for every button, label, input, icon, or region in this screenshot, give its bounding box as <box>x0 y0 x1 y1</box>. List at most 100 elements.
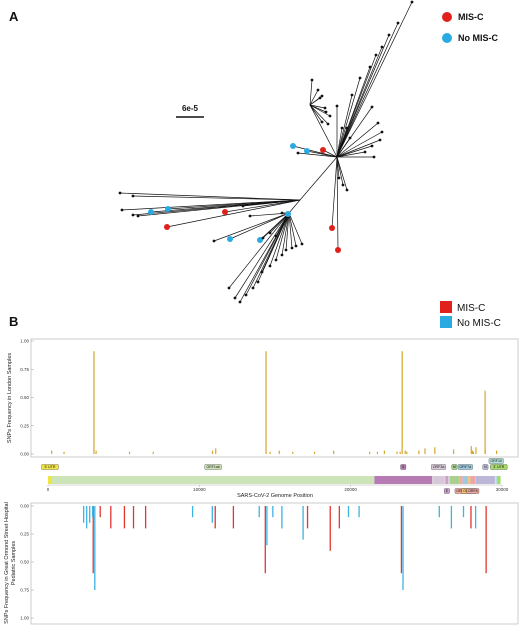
top-bar <box>452 449 455 454</box>
bottom-bar-mis-c <box>329 506 331 551</box>
tree-tip <box>320 120 324 124</box>
tree-branches <box>119 1 413 303</box>
tree-tip-mis-c <box>329 225 335 231</box>
tree-tip <box>251 286 255 290</box>
gene-label-box <box>457 464 473 470</box>
gene-block <box>459 476 463 484</box>
tree-branch <box>336 77 361 158</box>
gene-label-box <box>482 464 489 470</box>
top-bar <box>211 450 214 454</box>
tree-tip <box>274 234 278 238</box>
tree-tip-mis-c <box>335 247 341 253</box>
gene-block <box>432 476 445 484</box>
genome-axis: 0 10000 20000 30000 <box>47 484 509 492</box>
top-plot-axis: 0.00 0.25 0.50 0.75 1.00 <box>20 339 34 457</box>
gene-label: ORF1ab <box>206 465 220 469</box>
bottom-bar-mis-c <box>123 506 126 529</box>
tree-tip-mis-c <box>164 224 170 230</box>
tree-tip <box>387 33 391 37</box>
tree-tip <box>378 138 382 142</box>
gene-label: E <box>446 489 449 493</box>
bottom-ytick-label: 1.00 <box>20 616 29 621</box>
bottom-bar-no-mis-c <box>191 506 194 518</box>
gene-label-box <box>488 458 504 464</box>
genome-xtick-label: 30000 <box>496 487 509 492</box>
legend-a-mis-c-label: MIS-C <box>458 12 484 22</box>
top-bar <box>333 450 335 454</box>
top-bar <box>406 451 408 454</box>
tree-branch <box>336 46 383 158</box>
bottom-bar-no-mis-c <box>86 506 88 529</box>
tree-tip <box>212 239 216 243</box>
tree-branch <box>336 127 343 158</box>
top-bar <box>475 447 477 454</box>
gene-block <box>374 476 433 484</box>
tree-tip <box>131 194 135 198</box>
top-bar <box>313 451 316 454</box>
gene-label: ORF8 <box>468 489 478 493</box>
bottom-ytick-label: 0.75 <box>20 588 29 593</box>
gene-label: M <box>453 465 456 469</box>
top-bar <box>424 448 426 454</box>
gene-label-box <box>204 464 222 470</box>
top-bar <box>434 447 436 454</box>
tree-branch <box>336 156 348 191</box>
top-ytick-label: 0.75 <box>20 367 29 372</box>
bottom-plot-frame <box>30 502 519 625</box>
gene-label: ORF6 <box>456 489 466 493</box>
top-bar <box>265 351 267 454</box>
bottom-bar-no-mis-c <box>94 506 96 590</box>
gene-block <box>497 476 501 484</box>
top-bar <box>128 451 131 454</box>
legend-b-mis-c-swatch <box>440 301 452 313</box>
tree-tip <box>320 94 324 98</box>
top-bar <box>399 451 401 454</box>
tree-branch <box>224 199 301 213</box>
tree-tip <box>280 211 284 215</box>
gene-label-box <box>41 464 59 470</box>
bottom-bar-no-mis-c <box>89 506 91 523</box>
tree-branch <box>336 127 348 158</box>
tree-tip <box>337 176 341 180</box>
tree-tip <box>268 231 272 235</box>
tree-tip <box>380 45 384 49</box>
tree-branch <box>331 156 338 229</box>
tree-branch <box>119 192 301 201</box>
tree-tip <box>227 286 231 290</box>
tree-tip <box>256 280 260 284</box>
tree-tip <box>380 130 384 134</box>
legend-b-no-mis-c-label: No MIS-C <box>457 318 501 329</box>
tree-tip <box>118 191 122 195</box>
top-bar <box>401 351 403 454</box>
tree-tip <box>120 208 124 212</box>
top-bar <box>63 451 65 454</box>
bottom-bar-no-mis-c <box>450 506 453 529</box>
tree-tip <box>350 93 354 97</box>
tree-tip <box>300 242 304 246</box>
tree-tip <box>368 65 372 69</box>
tree-tip <box>284 248 288 252</box>
bottom-bar-no-mis-c <box>438 506 440 518</box>
top-bar <box>470 446 472 454</box>
genome-xlabel: SARS-CoV-2 Genome Position <box>237 493 313 499</box>
tree-tip <box>241 204 245 208</box>
tree-branch <box>309 104 326 109</box>
top-bar <box>376 451 378 454</box>
bottom-bar-no-mis-c <box>258 506 260 518</box>
top-bar <box>418 450 420 454</box>
tree-branch <box>309 104 338 158</box>
gene-block <box>445 476 449 484</box>
tree-tip <box>131 213 135 217</box>
tree-branch <box>336 131 383 158</box>
bottom-ytick-label: 0.00 <box>20 504 29 509</box>
bottom-bar-mis-c <box>92 506 94 574</box>
tree-tip <box>268 264 272 268</box>
tree-tip <box>341 183 345 187</box>
bottom-bar-no-mis-c <box>92 506 94 518</box>
tree-branch <box>336 1 413 158</box>
tree-branch <box>288 212 293 249</box>
bottom-ytick-label: 0.25 <box>20 532 29 537</box>
genome-map: 5' UTRORF1abSORF3aEMORF6ORF7aORF7bORF8NO… <box>41 458 508 494</box>
tree-tip-mis-c <box>222 209 228 215</box>
